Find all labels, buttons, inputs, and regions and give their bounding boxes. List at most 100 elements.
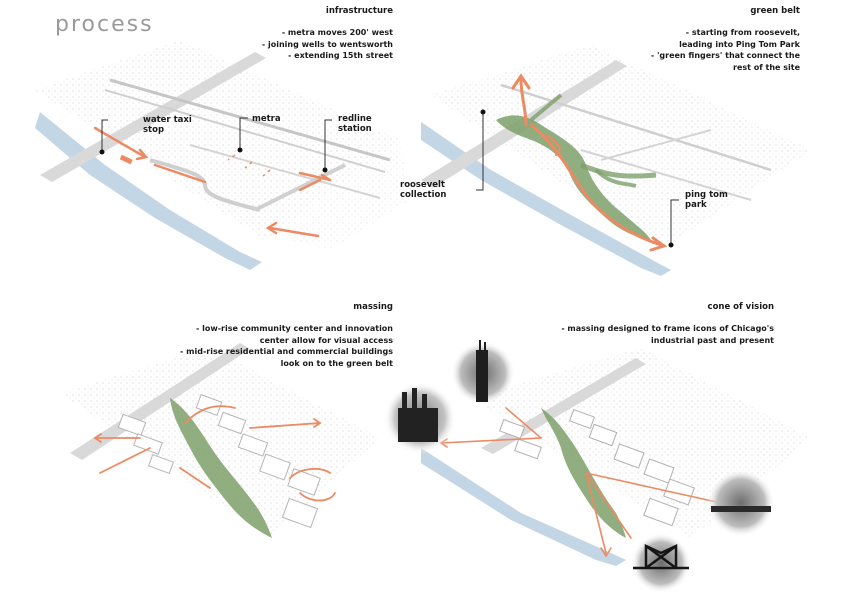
factory-icon [398, 388, 438, 442]
infrastructure-panel: infrastructure - metra moves 200' west -… [0, 0, 421, 297]
note-line: rest of the site [733, 62, 800, 72]
green-belt-arrows [511, 73, 668, 252]
movement-arrows [93, 126, 332, 238]
arrow [298, 171, 332, 182]
arrow [249, 422, 321, 429]
vignette-fog [707, 469, 775, 537]
arrow-head [649, 236, 668, 252]
arrow [153, 163, 207, 184]
cone-of-vision-title: cone of vision [707, 302, 774, 312]
infrastructure-title: infrastructure [325, 6, 393, 16]
river [35, 112, 262, 270]
green-finger [580, 162, 657, 179]
cone-of-vision-panel: cone of vision - massing designed to fra… [421, 298, 842, 595]
site-ground [431, 45, 811, 250]
green-belt-area [541, 408, 626, 538]
green-belt-panel: green belt - starting from roosevelt, le… [400, 0, 842, 297]
street-curve [149, 158, 261, 212]
arrow-head [600, 547, 612, 558]
arrow [268, 226, 320, 238]
cone-of-vision-diagram [421, 340, 811, 593]
massing-title: massing [353, 302, 393, 312]
massing-notes: - low-rise community center and innovati… [180, 323, 393, 369]
arrow [299, 492, 336, 502]
roosevelt-road [70, 343, 250, 460]
taxi-point [99, 149, 105, 155]
note-line: - 'green fingers' that connect the [650, 51, 800, 60]
street-line [189, 144, 381, 199]
arrow [545, 134, 561, 156]
arrow-head [320, 173, 332, 182]
rail-line [109, 78, 391, 162]
infrastructure-notes: - metra moves 200' west - joining wells … [262, 27, 393, 62]
sight-line [585, 472, 722, 504]
building [588, 423, 618, 447]
site-ground [35, 40, 400, 240]
tower-antenna [479, 340, 481, 352]
taxi-marker [119, 154, 133, 165]
roosevelt-point [480, 109, 486, 115]
note-line: - mid-rise residential and commercial bu… [180, 347, 393, 356]
note-line: center allow for visual access [259, 335, 393, 345]
sight-lines [439, 407, 722, 558]
note-line: - low-rise community center and innovati… [195, 324, 393, 333]
arrow-head [93, 433, 102, 443]
willis-tower-vignette [451, 340, 515, 405]
bridge-icon [633, 544, 689, 570]
skyline-icon [711, 506, 771, 512]
sight-line [505, 407, 542, 439]
cone-of-vision-notes: - massing designed to frame icons of Chi… [561, 323, 774, 346]
sight-line [585, 472, 607, 554]
arrow-head [511, 73, 531, 90]
metra-move-arrows [227, 154, 271, 177]
rail-line [104, 89, 386, 173]
note-line: - metra moves 200' west [281, 28, 393, 37]
ping-tom-label: ping tom park [685, 190, 728, 210]
massing-diagram [60, 343, 380, 538]
arrow [529, 123, 663, 247]
ping-tom-point [668, 242, 674, 248]
note-line: - massing designed to frame icons of Chi… [561, 324, 774, 333]
site-ground [60, 348, 380, 538]
redline-point [322, 167, 328, 173]
note-line: - joining wells to wentsworth [261, 39, 393, 49]
building [147, 453, 175, 475]
arrow [99, 447, 151, 474]
arrow [93, 126, 147, 159]
building-massing [117, 394, 321, 529]
roosevelt-label: roosevelt collection [400, 180, 447, 200]
arrow [289, 467, 331, 479]
arrow [179, 467, 211, 489]
leader-lines [476, 112, 679, 245]
note-line: - extending 15th street [288, 51, 393, 60]
green-belt-notes: - starting from roosevelt, leading into … [651, 27, 800, 73]
green-finger [594, 168, 637, 188]
redline-label: redline station [338, 114, 372, 134]
arrow-head [135, 148, 149, 161]
view-arrows [93, 405, 336, 502]
rail-line [500, 83, 772, 172]
metra-label: metra [252, 114, 281, 124]
note-line: - starting from roosevelt, [685, 28, 800, 37]
page-title: process [55, 12, 154, 37]
building [498, 418, 526, 440]
factory-vignette-overlay [384, 382, 456, 454]
building [643, 497, 679, 527]
green-belt-area [170, 398, 272, 538]
tower-icon [476, 350, 488, 402]
arrow [184, 405, 236, 424]
building [281, 497, 319, 529]
building [643, 458, 675, 484]
arrow [298, 178, 322, 192]
infrastructure-diagram [35, 40, 410, 270]
sight-line [585, 472, 632, 539]
river-vignette [707, 469, 775, 537]
bridge-vignette [631, 533, 691, 593]
building [514, 438, 542, 460]
15th-street [254, 163, 346, 212]
arrow [519, 78, 528, 127]
arrow-head [265, 221, 278, 235]
water-taxi-label: water taxi stop [143, 115, 192, 135]
building [195, 394, 223, 416]
river [421, 121, 671, 276]
